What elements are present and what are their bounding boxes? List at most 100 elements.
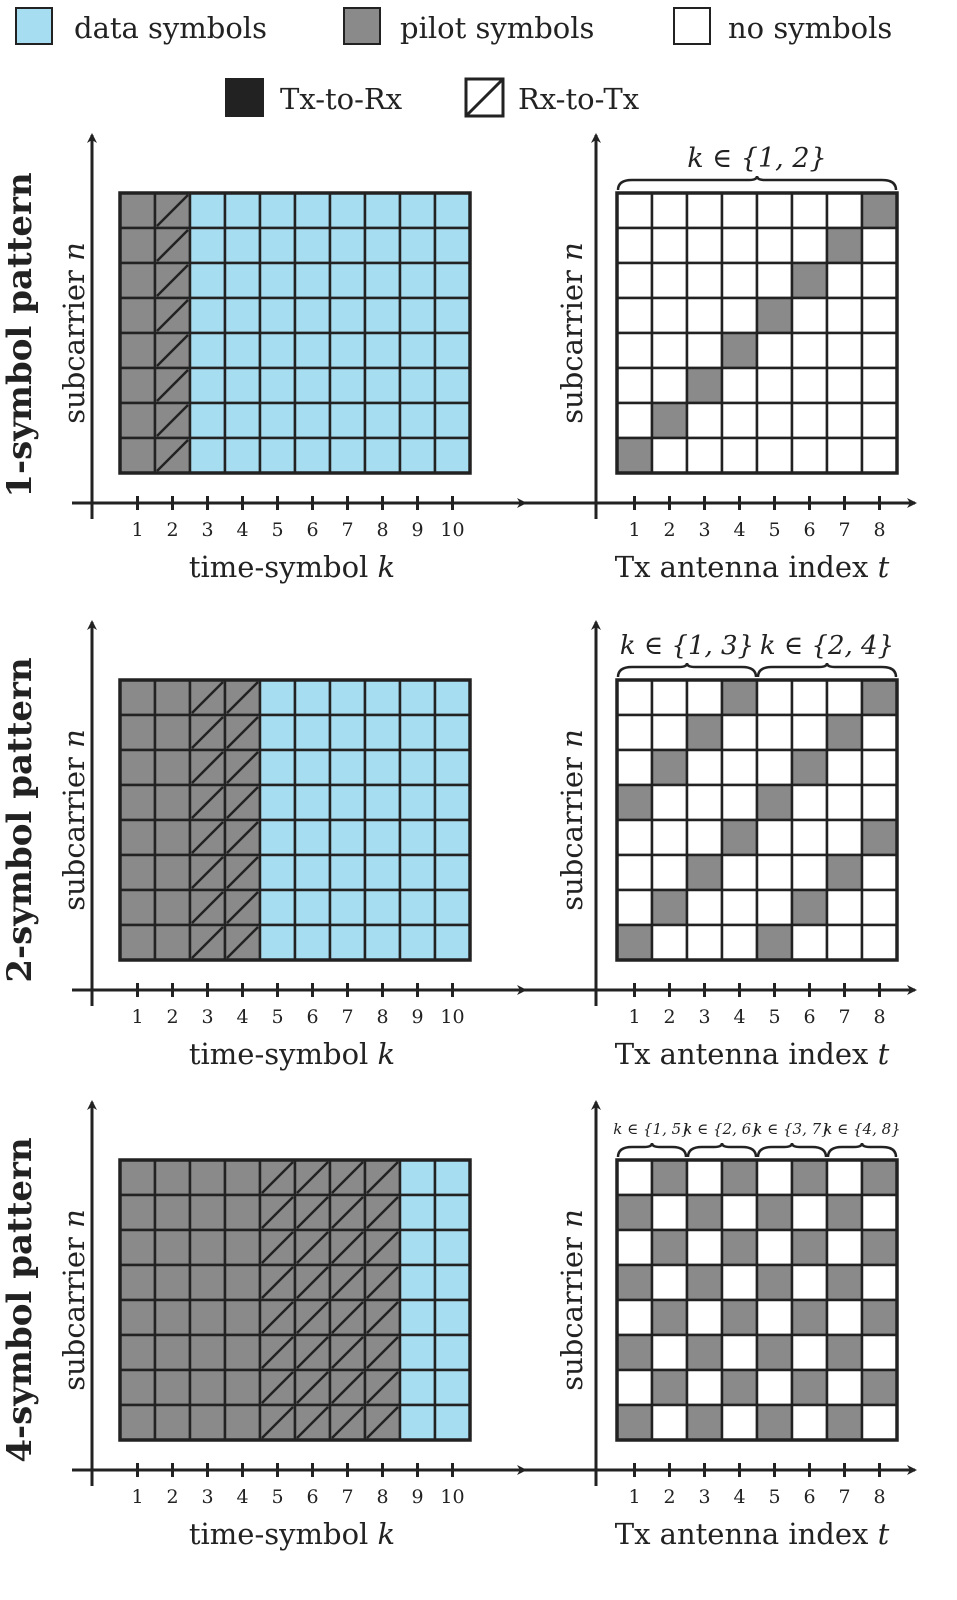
- time-grid-cell: [258, 261, 297, 300]
- antenna-grid-cell: [860, 331, 899, 370]
- time-grid-cell: [258, 888, 297, 927]
- time-grid-border: [118, 678, 472, 962]
- time-grid-cell: [293, 401, 332, 440]
- antenna-grid-cell: [685, 1193, 724, 1232]
- time-grid-cell: [293, 331, 332, 370]
- time-tick-label: 9: [411, 1486, 423, 1508]
- time-grid-cell: [433, 191, 472, 230]
- antenna-grid-cell: [755, 1298, 794, 1337]
- antenna-grid-cell: [650, 1193, 689, 1232]
- time-grid-cell: [258, 713, 297, 752]
- time-tick-label: 8: [376, 519, 388, 541]
- antenna-grid-cell: [685, 191, 724, 230]
- antenna-tick-label: 6: [803, 1006, 815, 1028]
- time-grid-cell: [433, 366, 472, 405]
- time-grid-cell: [188, 1333, 227, 1372]
- time-tick-label: 4: [236, 519, 248, 541]
- antenna-grid-cell: [720, 1263, 759, 1302]
- antenna-grid-cell: [685, 1333, 724, 1372]
- antenna-grid-cell: [650, 678, 689, 717]
- time-tick-label: 3: [201, 519, 213, 541]
- time-grid-cell: [223, 1158, 262, 1197]
- time-grid-cell: [433, 1193, 472, 1232]
- antenna-grid-cell: [720, 1228, 759, 1267]
- antenna-grid-cell: [790, 1193, 829, 1232]
- time-grid-cell: [433, 226, 472, 265]
- rx-to-tx-diagonal: [261, 1336, 294, 1369]
- antenna-grid-cell: [860, 678, 899, 717]
- antenna-grid-cell: [650, 436, 689, 475]
- legend-tx-to-rx-swatch: [225, 78, 264, 117]
- antenna-grid-cell: [615, 923, 654, 962]
- time-grid-cell: [223, 401, 262, 440]
- antenna-grid-cell: [755, 818, 794, 857]
- antenna-grid-cell: [685, 818, 724, 857]
- time-grid-cell: [188, 226, 227, 265]
- rx-to-tx-diagonal: [366, 1406, 399, 1439]
- rx-to-tx-diagonal: [191, 891, 224, 924]
- legend-rx-to-tx-diagonal: [465, 78, 504, 117]
- antenna-grid-cell: [790, 331, 829, 370]
- antenna-grid-cell: [790, 1333, 829, 1372]
- time-grid-cell: [398, 923, 437, 962]
- subcarrier-axis-label: subcarrier n: [555, 242, 589, 424]
- time-grid-cell: [118, 713, 157, 752]
- antenna-grid-cell: [860, 401, 899, 440]
- antenna-grid-cell: [790, 1263, 829, 1302]
- time-grid-cell: [258, 401, 297, 440]
- time-grid-cell: [433, 296, 472, 335]
- time-grid-cell: [118, 1158, 157, 1197]
- antenna-grid-cell: [615, 331, 654, 370]
- brace-label: k ∈ {1, 2}: [687, 143, 826, 174]
- subcarrier-axis-label: subcarrier n: [57, 729, 91, 911]
- time-grid-cell: [153, 923, 192, 962]
- time-grid-cell: [293, 853, 332, 892]
- time-grid-cell: [398, 783, 437, 822]
- antenna-grid-cell: [685, 748, 724, 787]
- time-grid-cell: [363, 261, 402, 300]
- time-grid-cell: [363, 191, 402, 230]
- time-grid-cell: [118, 783, 157, 822]
- time-grid-cell: [223, 1333, 262, 1372]
- brace-label: k ∈ {1, 5}: [613, 1120, 690, 1138]
- time-grid-cell: [258, 366, 297, 405]
- antenna-grid-cell: [685, 1158, 724, 1197]
- antenna-grid-cell: [615, 713, 654, 752]
- antenna-grid-cell: [755, 1403, 794, 1442]
- time-grid-cell: [293, 818, 332, 857]
- antenna-grid-cell: [825, 331, 864, 370]
- antenna-grid-cell: [755, 331, 794, 370]
- antenna-grid-cell: [755, 888, 794, 927]
- legend-rx-to-tx-label: Rx-to-Tx: [518, 82, 639, 116]
- time-grid-cell: [328, 853, 367, 892]
- time-grid-cell: [153, 1403, 192, 1442]
- legend-pilot-swatch: [343, 7, 381, 45]
- antenna-grid-border: [615, 191, 899, 475]
- subcarrier-axis-label: subcarrier n: [555, 729, 589, 911]
- antenna-grid-cell: [615, 1228, 654, 1267]
- antenna-grid-cell: [755, 678, 794, 717]
- antenna-grid-cell: [860, 783, 899, 822]
- antenna-grid-cell: [755, 401, 794, 440]
- rx-to-tx-diagonal: [226, 856, 259, 889]
- time-tick-label: 5: [271, 519, 283, 541]
- time-grid-cell: [153, 1368, 192, 1407]
- time-grid-cell: [363, 436, 402, 475]
- antenna-grid-cell: [860, 436, 899, 475]
- time-grid-cell: [363, 331, 402, 370]
- rx-to-tx-diagonal: [296, 1301, 329, 1334]
- antenna-grid-cell: [615, 1158, 654, 1197]
- rx-to-tx-diagonal: [331, 1231, 364, 1264]
- rx-to-tx-diagonal: [191, 926, 224, 959]
- time-grid-cell: [363, 226, 402, 265]
- antenna-tick-label: 1: [628, 1486, 640, 1508]
- time-grid-cell: [433, 1263, 472, 1302]
- time-grid-cell: [433, 436, 472, 475]
- time-tick-label: 6: [306, 1486, 318, 1508]
- rx-to-tx-diagonal: [296, 1231, 329, 1264]
- brace-label: k ∈ {3, 7}: [753, 1120, 830, 1138]
- antenna-grid-cell: [755, 261, 794, 300]
- antenna-tick-label: 3: [698, 1486, 710, 1508]
- antenna-grid-cell: [755, 783, 794, 822]
- time-grid-cell: [223, 1193, 262, 1232]
